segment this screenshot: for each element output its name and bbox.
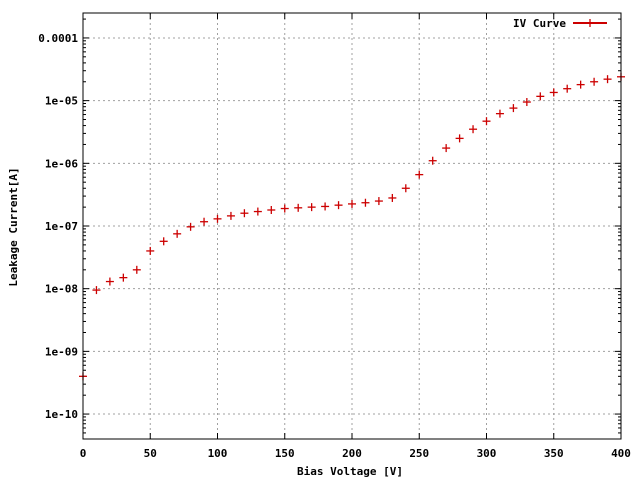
data-point: [159, 237, 168, 246]
data-point: [334, 201, 343, 210]
data-point: [92, 286, 101, 295]
data-point: [200, 217, 209, 226]
data-point: [442, 144, 451, 153]
x-tick-label: 50: [144, 447, 157, 460]
data-point: [603, 75, 612, 84]
y-tick-label: 1e-07: [45, 220, 78, 233]
data-point: [563, 84, 572, 93]
data-point: [509, 104, 518, 113]
x-tick-label: 350: [544, 447, 564, 460]
x-tick-label: 400: [611, 447, 631, 460]
y-tick-label: 1e-05: [45, 95, 78, 108]
x-tick-label: 200: [342, 447, 362, 460]
y-tick-label: 0.0001: [38, 32, 78, 45]
data-point: [482, 117, 491, 126]
data-point: [146, 246, 155, 255]
data-point: [132, 265, 141, 274]
x-tick-labels: 0 50 100 150 200 250 300 350 400: [80, 447, 631, 460]
data-point: [226, 211, 235, 220]
data-point: [549, 88, 558, 97]
data-point: [253, 207, 262, 216]
data-point: [105, 277, 114, 286]
data-point: [348, 199, 356, 208]
x-tick-label: 250: [409, 447, 429, 460]
data-point: [240, 209, 249, 218]
legend-label-iv-curve: IV Curve: [513, 17, 566, 30]
data-point: [536, 92, 545, 101]
data-point: [455, 134, 464, 143]
y-tick-labels: 1e-10 1e-09 1e-08 1e-07 1e-06 1e-05 0.0001: [38, 32, 78, 421]
data-point: [307, 203, 316, 212]
y-axis-label: Leakage Current[A]: [7, 167, 20, 286]
legend-marker-iv-curve: [586, 19, 594, 27]
y-tick-label: 1e-09: [45, 345, 78, 358]
data-point: [186, 222, 195, 231]
data-point: [294, 203, 303, 212]
data-point: [267, 205, 276, 214]
y-tick-label: 1e-06: [45, 157, 78, 170]
data-point: [401, 184, 410, 193]
legend: IV Curve: [513, 17, 607, 30]
data-point: [173, 229, 182, 238]
x-axis-label: Bias Voltage [V]: [297, 465, 403, 478]
plot-frame: [82, 12, 622, 440]
data-point: [321, 202, 330, 211]
data-point: [522, 98, 531, 107]
y-tick-label: 1e-08: [45, 283, 78, 296]
data-point: [415, 170, 424, 179]
data-point: [590, 77, 599, 86]
data-point: [361, 198, 370, 207]
data-point: [280, 204, 289, 213]
data-point: [428, 156, 437, 165]
data-point: [576, 80, 585, 89]
data-point: [213, 214, 222, 223]
y-tick-label: 1e-10: [45, 408, 78, 421]
data-point: [374, 197, 383, 206]
x-tick-label: 150: [275, 447, 295, 460]
grid-lines: [83, 13, 621, 439]
data-point: [495, 109, 504, 118]
x-tick-label: 0: [80, 447, 87, 460]
x-tick-label: 300: [477, 447, 497, 460]
data-point: [388, 193, 397, 202]
data-point: [119, 273, 128, 282]
x-tick-label: 100: [208, 447, 228, 460]
data-point: [469, 125, 478, 134]
